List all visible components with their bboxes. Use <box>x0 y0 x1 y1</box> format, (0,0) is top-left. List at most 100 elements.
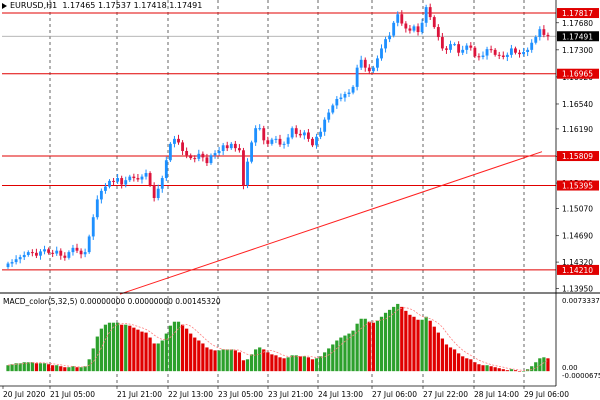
candle-body <box>335 98 339 106</box>
macd-bar <box>71 366 75 372</box>
candle-body <box>343 94 347 98</box>
macd-bar <box>176 321 181 372</box>
macd-bar <box>521 371 526 372</box>
candle-body <box>481 55 485 57</box>
candle-body <box>278 138 282 145</box>
candle-body <box>404 23 408 29</box>
macd-bar <box>180 324 185 372</box>
level-label-box <box>557 180 599 191</box>
candle-body <box>420 22 424 33</box>
candle-body <box>237 148 241 151</box>
macd-bar <box>452 349 457 372</box>
macd-bar <box>30 362 34 372</box>
level-label: 1.15395 <box>562 182 593 191</box>
macd-bar <box>310 359 315 372</box>
price-tick-label: 1.17680 <box>562 19 593 28</box>
macd-bar <box>371 322 375 372</box>
price-tick-label: 1.15070 <box>562 205 593 214</box>
current-price-box <box>557 31 599 42</box>
macd-bar <box>501 369 505 372</box>
macd-bar <box>513 370 518 372</box>
candle-body <box>282 143 286 145</box>
candle-body <box>351 86 355 93</box>
macd-bar <box>254 349 258 372</box>
macd-bar <box>152 343 156 372</box>
macd-bar <box>193 337 197 372</box>
price-tick-label: 1.16540 <box>562 100 593 109</box>
macd-bar <box>75 367 79 372</box>
macd-bar <box>221 349 225 372</box>
macd-bar <box>420 319 424 372</box>
macd-bar <box>14 363 18 372</box>
candle-body <box>355 67 359 87</box>
candle-body <box>363 59 367 68</box>
trendline-layer <box>119 151 543 295</box>
macd-bar <box>144 332 148 372</box>
candle-body <box>124 180 128 185</box>
macd-bar <box>168 325 173 372</box>
candle-body <box>136 178 140 180</box>
macd-bar <box>42 363 47 372</box>
candle-body <box>331 105 335 113</box>
macd-bar <box>497 368 501 372</box>
trendline <box>119 151 543 295</box>
candle-body <box>148 173 152 186</box>
macd-bar <box>461 356 465 372</box>
macd-bar <box>95 336 99 372</box>
macd-bar <box>493 367 497 372</box>
macd-bar <box>270 354 274 372</box>
candle-body <box>392 22 396 36</box>
candle-body <box>18 257 22 260</box>
level-label-box <box>557 68 599 79</box>
candle-body <box>294 128 298 134</box>
macd-bar <box>448 347 453 372</box>
candle-body <box>380 48 383 59</box>
macd-bar <box>67 367 71 372</box>
candle-body <box>225 145 229 149</box>
time-label: 28 Jul 14:00 <box>474 390 519 399</box>
macd-bar <box>404 310 408 372</box>
macd-bar <box>347 333 351 372</box>
macd-bar <box>185 328 189 372</box>
candle-body <box>376 58 379 68</box>
candle-body <box>112 180 115 182</box>
candle-body <box>497 54 501 56</box>
candle-body <box>347 92 351 95</box>
macd-bar <box>136 329 140 372</box>
candle-body <box>371 67 375 72</box>
high-value: 1.17537 <box>97 1 132 10</box>
time-label: 23 Jul 21:00 <box>268 390 313 399</box>
candle-body <box>26 252 30 255</box>
candle-body <box>323 119 327 132</box>
macd-bar <box>298 356 302 372</box>
macd-bar <box>160 340 164 372</box>
candle-body <box>388 35 392 40</box>
time-label: 24 Jul 13:00 <box>318 390 363 399</box>
time-label: 21 Jul 21:00 <box>117 390 162 399</box>
time-label: 29 Jul 06:00 <box>524 390 569 399</box>
candle-body <box>408 28 412 31</box>
candle-body <box>75 247 79 251</box>
candle-body <box>59 250 63 256</box>
macd-bar <box>6 365 10 372</box>
candle-body <box>233 143 237 149</box>
macd-bar <box>489 366 493 372</box>
candle-body <box>104 186 107 191</box>
macd-bar <box>156 343 160 372</box>
price-tick-label: 1.13950 <box>562 284 593 293</box>
candle-body <box>193 158 197 160</box>
candle-body <box>108 180 111 187</box>
macd-bar <box>262 349 266 372</box>
candle-body <box>457 44 461 53</box>
candle-body <box>128 176 132 181</box>
candle-body <box>424 7 428 23</box>
candle-body <box>140 176 144 180</box>
macd-bar <box>258 347 262 372</box>
candle-body <box>518 52 521 55</box>
macd-bar <box>132 327 136 372</box>
candle-body <box>522 51 526 55</box>
indicator-value-2: 0.00000000 <box>127 297 173 306</box>
candle-body <box>168 143 172 161</box>
candle-body <box>164 160 168 179</box>
